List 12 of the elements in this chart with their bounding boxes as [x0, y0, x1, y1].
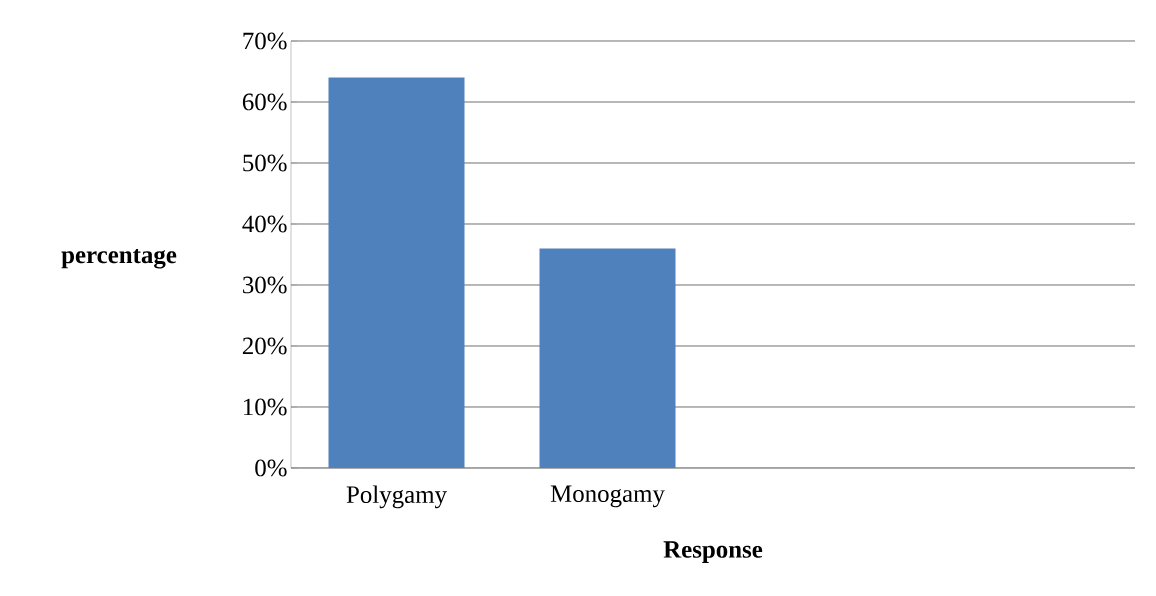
y-tick-label: 40% [242, 215, 287, 233]
y-tick-label: 10% [244, 398, 287, 416]
y-tick-label: 0% [255, 459, 287, 477]
x-tick-label: Monogamy [550, 485, 665, 508]
y-tick-label: 30% [243, 276, 287, 294]
x-axis-title: Response [663, 541, 763, 563]
y-tick-label: 50% [243, 154, 287, 172]
x-tick-label: Polygamy [346, 485, 447, 509]
y-tick-label: 60% [242, 93, 287, 111]
y-tick-label: 20% [242, 337, 287, 355]
y-axis-title: percentage [61, 249, 177, 269]
y-tick-label: 70% [243, 32, 287, 50]
